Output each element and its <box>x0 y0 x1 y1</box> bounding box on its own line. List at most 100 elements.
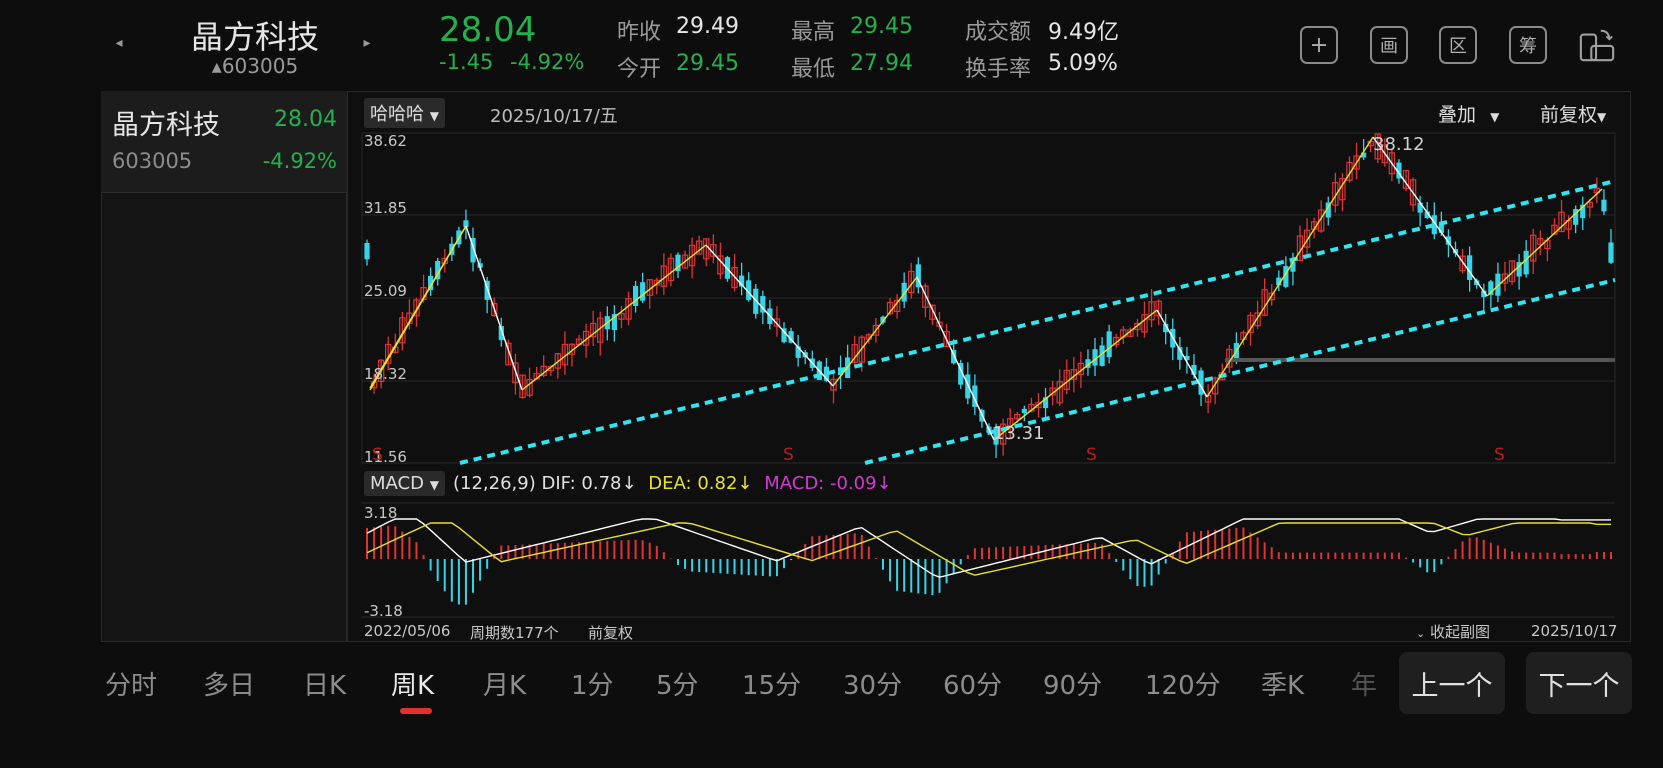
candle-body <box>1601 199 1607 212</box>
candle-body <box>1481 290 1487 298</box>
dif-value: DIF: 0.78↓ <box>541 473 637 494</box>
tab-intraday[interactable]: 分时 <box>105 671 158 701</box>
candle-body <box>1056 381 1063 404</box>
candle-body <box>1332 182 1339 206</box>
candle-body <box>667 257 675 282</box>
price-axis-label: 31.85 <box>364 199 407 217</box>
macd-params: (12,26,9) <box>453 473 536 494</box>
candle-body <box>611 314 617 331</box>
candle-body <box>1573 209 1579 225</box>
candle-body <box>1495 273 1501 296</box>
add-watchlist-button[interactable]: + <box>1300 26 1338 64</box>
draw-button[interactable]: 画 <box>1370 26 1408 64</box>
candle-body <box>1254 312 1261 327</box>
tab-multi-day[interactable]: 多日 <box>203 671 256 701</box>
turnover-rate-value: 5.09% <box>1048 51 1118 76</box>
candle-body <box>731 267 738 289</box>
macd-legend: (12,26,9) DIF: 0.78↓ DEA: 0.82↓ MACD: -0… <box>453 473 892 494</box>
candle-body <box>435 260 441 280</box>
chips-icon: 筹 <box>1519 36 1537 57</box>
previous-button[interactable]: 上一个 <box>1399 652 1505 714</box>
tab-60min[interactable]: 60分 <box>943 671 1003 701</box>
candle-body <box>1381 144 1389 164</box>
next-stock-arrow[interactable]: ▸ <box>363 35 371 51</box>
watchlist-item-change: -4.92% <box>262 149 337 173</box>
prev-close-label: 昨收 <box>617 20 662 45</box>
tab-quarterly-k[interactable]: 季K <box>1261 671 1305 701</box>
low-label: 最低 <box>791 57 836 82</box>
candle-body <box>1551 224 1558 235</box>
candle-body <box>632 286 639 306</box>
tab-weekly-k[interactable]: 周K <box>391 671 435 701</box>
high-label: 最高 <box>791 20 836 45</box>
candle-body <box>364 242 370 260</box>
candle-body <box>1283 266 1289 287</box>
zigzag-lines <box>369 136 1603 441</box>
rotate-screen-button[interactable] <box>1578 26 1616 64</box>
watchlist-item-price: 28.04 <box>274 107 337 132</box>
candle-body <box>1488 281 1494 295</box>
collapse-subchart-button[interactable]: ⌄ 收起副图 <box>1416 621 1490 642</box>
candle-body <box>1417 202 1423 213</box>
candle-body <box>491 302 498 317</box>
candle-body <box>484 280 490 300</box>
watchlist-item[interactable]: 晶方科技 28.04 603005 -4.92% <box>101 91 347 193</box>
candle-body <box>993 426 999 445</box>
plus-icon: + <box>1309 32 1329 58</box>
candle-body <box>1586 201 1593 208</box>
cursor-date: 2025/10/17/五 <box>490 106 618 127</box>
candle-body <box>413 299 420 317</box>
tab-monthly-k[interactable]: 月K <box>483 671 527 701</box>
next-button[interactable]: 下一个 <box>1526 652 1632 714</box>
adjust-dropdown[interactable]: 前复权▼ <box>1540 100 1606 127</box>
candle-body <box>958 363 964 385</box>
chevron-down-icon: ⌄ <box>1416 627 1426 640</box>
overlay-dropdown[interactable]: 叠加 ▼ <box>1438 100 1499 127</box>
start-date: 2022/05/06 <box>364 622 451 640</box>
chips-button[interactable]: 筹 <box>1509 26 1547 64</box>
overlay-label: 叠加 <box>1438 104 1477 126</box>
tab-1min[interactable]: 1分 <box>571 671 614 701</box>
candle-body <box>773 318 781 327</box>
candle-body <box>972 385 978 407</box>
macd-axis-label: 3.18 <box>364 504 398 522</box>
macd-dropdown[interactable]: MACD ▼ <box>364 471 445 496</box>
sell-signal-mark: S <box>372 445 383 465</box>
tab-120min[interactable]: 120分 <box>1145 671 1221 701</box>
candle-body <box>519 374 526 399</box>
price-axis-label: 11.56 <box>364 448 407 466</box>
candle-body <box>1424 211 1430 219</box>
prev-stock-arrow[interactable]: ◂ <box>115 35 123 51</box>
range-button[interactable]: 区 <box>1439 26 1477 64</box>
tab-daily-k[interactable]: 日K <box>303 671 347 701</box>
candle-body <box>788 331 794 343</box>
candle-body <box>1290 261 1296 272</box>
caret-down-icon: ▼ <box>1490 110 1500 124</box>
tab-30min[interactable]: 30分 <box>843 671 903 701</box>
candle-body <box>681 254 689 269</box>
candle-body <box>823 366 830 381</box>
candle-body <box>688 244 696 267</box>
tab-5min[interactable]: 5分 <box>656 671 699 701</box>
candle-body <box>795 346 801 358</box>
price-axis-label: 38.62 <box>364 132 407 150</box>
tab-yearly-k[interactable]: 年 <box>1351 671 1378 701</box>
candle-body <box>1007 418 1014 427</box>
indicator-dropdown[interactable]: 哈哈哈 ▼ <box>364 98 445 128</box>
sell-signal-mark: S <box>783 445 794 465</box>
candle-body <box>1530 234 1537 262</box>
price-axis-label: 18.32 <box>364 365 407 383</box>
tab-90min[interactable]: 90分 <box>1043 671 1103 701</box>
active-tab-indicator <box>400 708 432 714</box>
candle-body <box>858 336 865 363</box>
candle-body <box>1085 359 1091 368</box>
candle-body <box>675 254 681 272</box>
macd-dropdown-label: MACD <box>370 473 424 494</box>
macd-histogram <box>366 525 1612 605</box>
stock-code: ▴603005 <box>211 54 299 78</box>
candle-body <box>760 296 766 313</box>
candle-body <box>1099 345 1105 366</box>
candle-body <box>512 362 519 384</box>
tab-15min[interactable]: 15分 <box>742 671 802 701</box>
